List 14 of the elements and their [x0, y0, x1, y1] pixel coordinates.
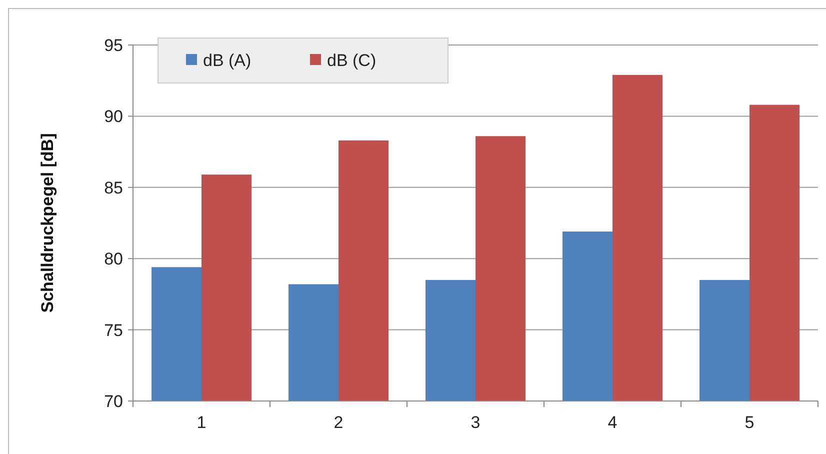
y-tick-label: 75 [104, 320, 123, 340]
x-tick-label: 1 [196, 413, 206, 432]
x-tick-label: 4 [608, 413, 618, 432]
legend-label: dB (A) [203, 50, 252, 70]
x-tick-label: 3 [470, 413, 480, 432]
y-axis-title: Schalldruckpegel [dB] [38, 133, 57, 313]
y-tick-label: 90 [104, 107, 123, 126]
legend-label: dB (C) [327, 50, 376, 70]
y-tick-label: 85 [104, 178, 123, 198]
y-tick-label: 70 [104, 392, 123, 411]
x-tick-label: 2 [334, 413, 344, 432]
x-tick-label: 5 [744, 413, 754, 432]
y-tick-label: 80 [104, 250, 123, 269]
y-tick-label: 95 [104, 36, 123, 55]
